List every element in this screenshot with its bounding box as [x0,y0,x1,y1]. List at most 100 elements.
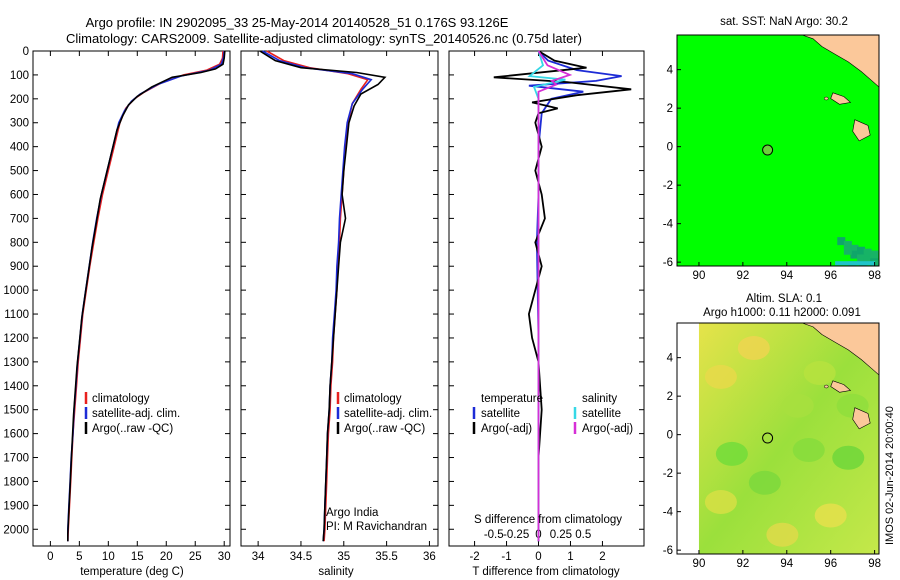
map-y-tick-label-4: 4 [667,353,674,365]
x-tick-label-25: 25 [189,551,202,563]
temperature-legend: climatology satellite-adj. clim. Argo(..… [84,392,180,435]
x-tick-label-15: 15 [131,551,144,563]
y-tick-label-1300: 1300 [3,357,29,369]
map-frame [676,322,880,555]
legend-label-climatology: climatology [92,393,150,405]
legend-label-satellite-adj: satellite-adj. clim. [344,408,432,420]
temperature-panel: 0 5 10 15 20 25 300100200300400500600700800900… [3,46,230,563]
sla-patch [814,503,847,528]
sla-map-title: Altim. SLA: 0.1 [746,293,822,305]
y-tick-label-1100: 1100 [4,309,29,321]
sla-patch [792,438,825,463]
title-line1: Argo profile: IN 2902095_33 25-May-2014 … [86,15,509,30]
map-x-tick-label-98: 98 [868,270,881,282]
sst-cell [850,244,859,253]
pi-name-label: PI: M Ravichandran [326,521,427,533]
difference-panel: -2 -1 0 1 2-0.5 -0.25 0 0.25 0.5 [448,50,645,563]
difference-line-salinity-argo-adj [537,50,573,542]
legend-label-t-satellite: satellite [481,408,520,420]
y-tick-label-900: 900 [10,261,29,273]
map-y-tick-label-6: -6 [663,545,673,557]
sst-cell [872,260,879,266]
argo-program-label: Argo India [326,507,379,519]
y-tick-label-1400: 1400 [3,381,29,393]
map-y-tick-label-2: 2 [667,103,673,115]
map-y-tick-label-0: 0 [667,430,673,442]
sla-patch [748,470,781,495]
x-tick-label-0: 0 [535,551,541,563]
map-x-tick-label-92: 92 [736,270,749,282]
map-y-tick-label-6: -6 [663,257,673,269]
argo-position-marker [762,432,774,444]
map-frame [676,34,880,267]
island-land [830,380,852,393]
y-tick-label-1500: 1500 [3,405,29,417]
x-tick-label-30: 30 [218,551,231,563]
sla-patch [766,522,799,547]
y-tick-label-0: 0 [23,46,29,58]
map-x-tick-label-98: 98 [868,558,881,570]
y-tick-label-1600: 1600 [3,429,29,441]
x-tick-label-35-5: 35.5 [375,551,397,563]
legend-title-temperature: temperature [481,393,543,405]
sst-cell [837,237,846,246]
salinity-line-argo-raw-qc [259,50,387,542]
island-land [824,96,829,101]
sla-field [698,323,879,554]
y-tick-label-600: 600 [10,189,29,201]
sumatra-land [802,323,879,376]
y-tick-label-1000: 1000 [3,285,29,297]
map-y-tick-label-2: -2 [663,180,673,192]
x-tick-label-1: -1 [501,551,511,563]
temperature-line-argo-raw-qc [67,50,226,542]
t-difference-axis-label: T difference from climatology [472,566,619,578]
y-tick-label-1200: 1200 [3,333,29,345]
legend-label-argo: Argo(..raw -QC) [92,423,173,435]
salinity-panel: 34 34.5 35 35.5 36 [240,50,439,563]
nias-island-land [852,119,871,142]
s-difference-axis-label: S difference from climatology [474,514,622,526]
y-tick-label-1900: 1900 [3,500,29,512]
sla-patch [704,490,737,515]
sst-map-title: sat. SST: NaN Argo: 30.2 [720,16,848,28]
map-y-tick-label-0: 0 [667,142,673,154]
map-y-tick-label-2: -2 [663,468,673,480]
difference-legend: temperature salinity satellite Argo(-adj… [472,393,633,435]
nias-island-land [852,407,871,430]
x-tick-label-2: 2 [599,551,605,563]
sst-cell [843,246,852,255]
xs-tick-label-0-5: -0.5 [484,529,504,541]
island-land [824,384,829,389]
map-y-tick-label-4: -4 [663,219,674,231]
y-tick-label-700: 700 [10,213,29,225]
argo-position-marker [762,144,774,156]
legend-label-argo: Argo(..raw -QC) [344,423,425,435]
xs-tick-label-0-5: 0.5 [575,529,591,541]
y-tick-label-100: 100 [10,70,29,82]
sst-cell [850,250,859,259]
sst-ocean-field [677,35,879,266]
x-tick-label-1: 1 [567,551,573,563]
island-land [830,92,852,105]
map-x-tick-label-96: 96 [824,270,837,282]
map-x-tick-label-90: 90 [693,558,706,570]
y-tick-label-800: 800 [10,237,29,249]
sst-cell [857,246,866,255]
plot-frame [32,50,231,547]
x-tick-label-10: 10 [102,551,115,563]
sst-cell [857,254,866,263]
sst-cell [835,261,876,266]
map-y-tick-label-4: -4 [663,507,674,519]
x-tick-label-2: -2 [469,551,479,563]
sla-patch [803,361,836,386]
sla-patch [832,445,865,470]
sst-cell [870,250,879,259]
y-tick-label-2000: 2000 [3,524,29,536]
legend-label-t-argo: Argo(-adj) [481,423,532,435]
x-tick-label-0: 0 [47,551,53,563]
y-tick-label-300: 300 [10,118,29,130]
xs-tick-label-0-25: 0.25 [550,529,572,541]
x-tick-label-35: 35 [337,551,350,563]
legend-label-s-argo: Argo(-adj) [582,423,633,435]
legend-label-climatology: climatology [344,393,402,405]
